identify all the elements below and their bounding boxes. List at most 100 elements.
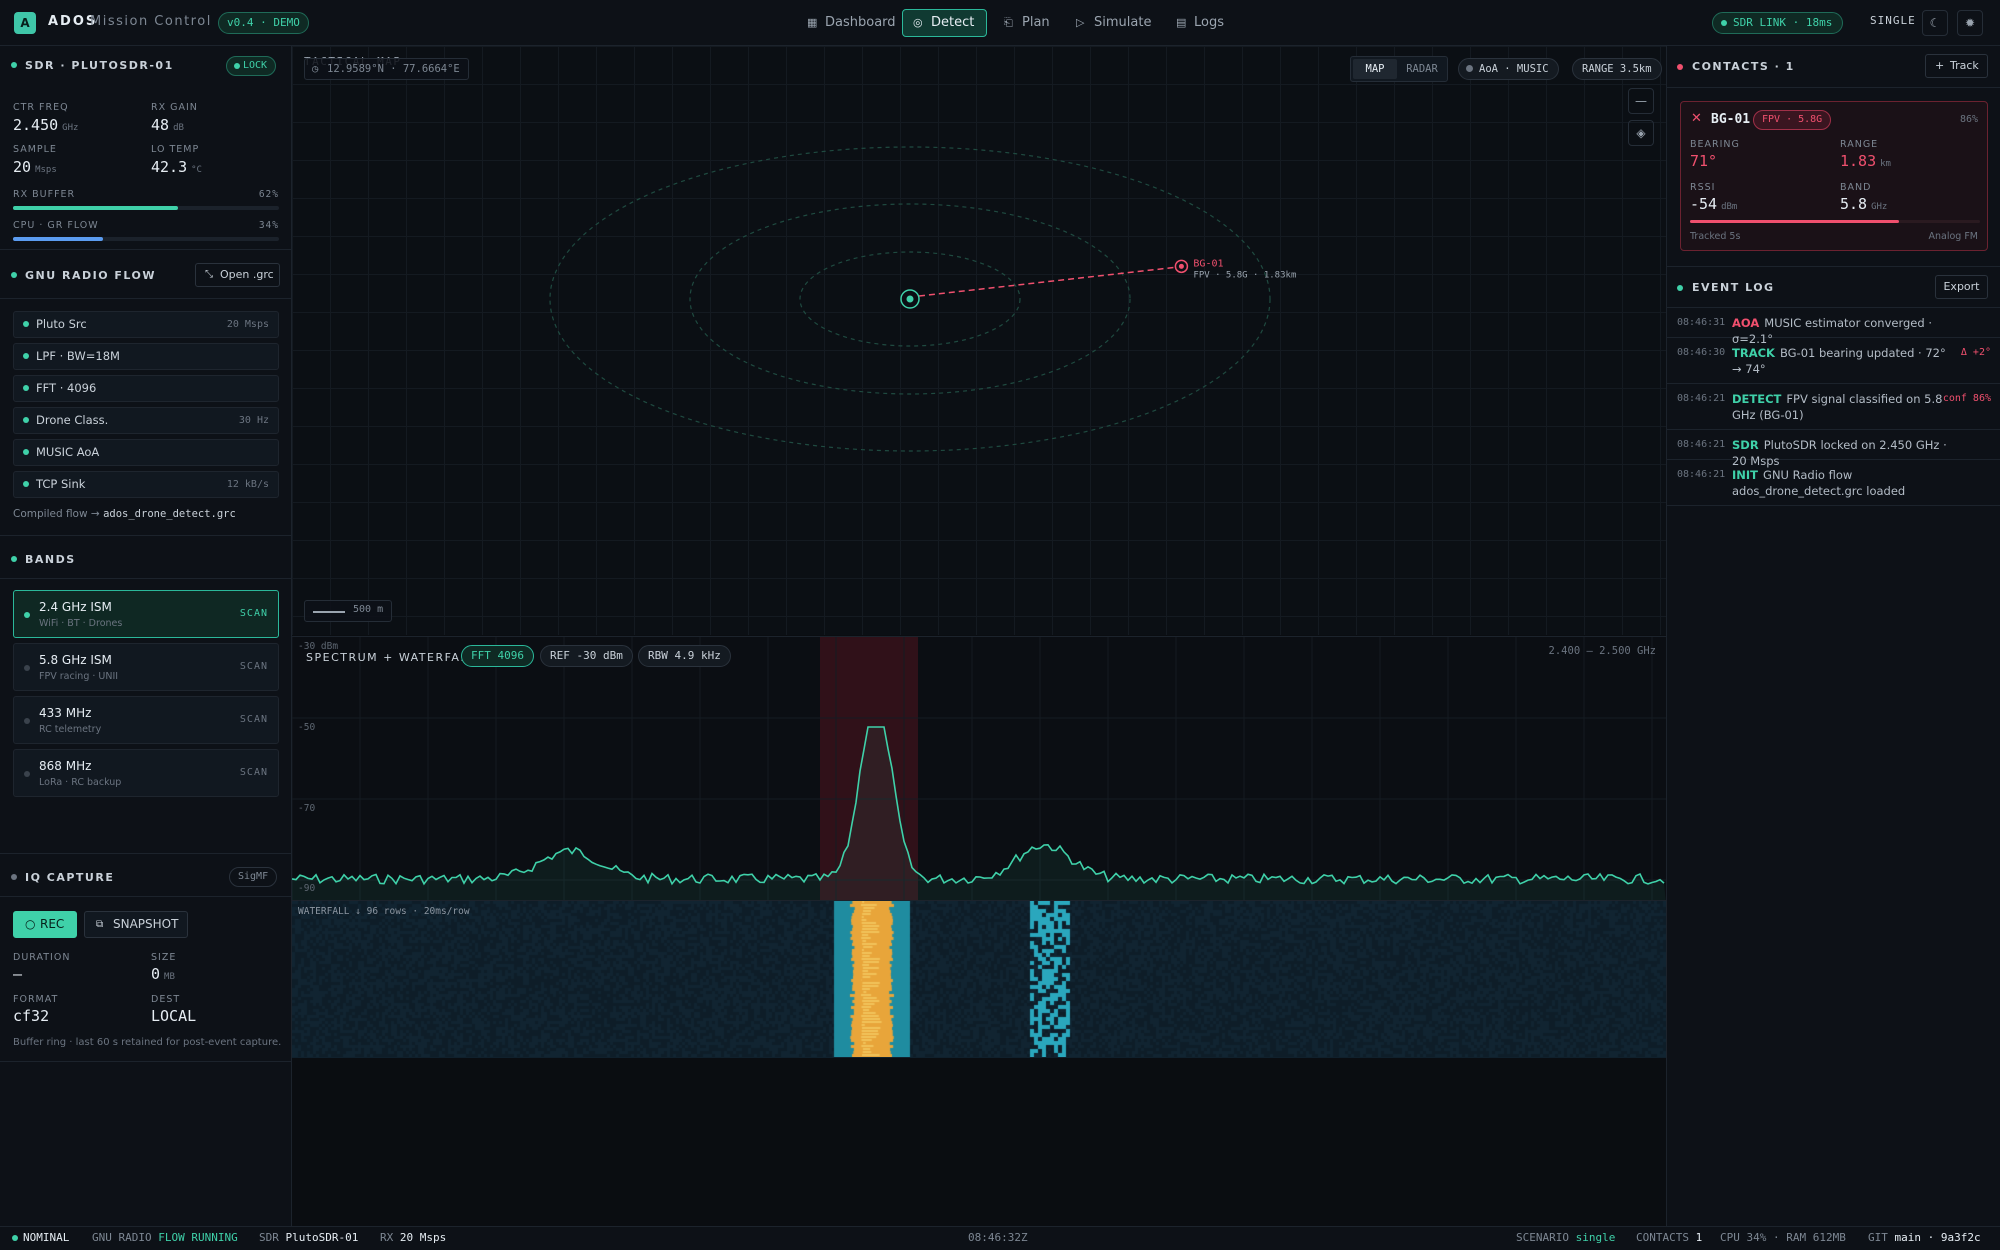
- nav-dashboard[interactable]: ▦ Dashboard: [797, 9, 908, 37]
- open-grc-button[interactable]: ⤡ Open .grc: [195, 263, 280, 287]
- theme-toggle-icon[interactable]: ☾: [1922, 10, 1948, 36]
- clock-icon: ◷: [312, 63, 319, 75]
- bands-title: BANDS: [25, 553, 76, 566]
- radar-view-button[interactable]: RADAR: [1406, 63, 1438, 75]
- map-view-button[interactable]: MAP: [1353, 59, 1397, 79]
- flow-status-dot: [11, 272, 17, 278]
- rx-buffer-pct: 62%: [258, 189, 279, 200]
- flow-node[interactable]: MUSIC AoA: [13, 439, 279, 466]
- waterfall-panel[interactable]: WATERFALL ↓ 96 rows · 20ms/row: [292, 900, 1666, 1058]
- logs-icon: ▤: [1176, 16, 1187, 29]
- coords-readout: ◷ 12.9589°N · 77.6664°E: [304, 58, 469, 80]
- scenario-status: SCENARIO single: [1516, 1231, 1616, 1244]
- waterfall-canvas: [292, 901, 1666, 1057]
- app-logo: A: [14, 12, 36, 34]
- sensor-dot: [906, 295, 914, 303]
- nav-label: Detect: [931, 15, 975, 30]
- signal-level-bar: [1690, 220, 1980, 223]
- flow-node[interactable]: TCP Sink 12 kB/s: [13, 471, 279, 498]
- rbw-chip[interactable]: RBW 4.9 kHz: [638, 645, 731, 667]
- duration-label: DURATION: [13, 952, 71, 963]
- band-label: BAND: [1840, 182, 1872, 193]
- lo-temp-value: 42.3 °C: [151, 158, 202, 176]
- event-row[interactable]: 08:46:21 INIT GNU Radio flow ados_drone_de…: [1667, 460, 2000, 506]
- flow-node[interactable]: Drone Class. 30 Hz: [13, 407, 279, 434]
- nav-detect[interactable]: ◎ Detect: [902, 9, 988, 37]
- dashboard-icon: ▦: [807, 16, 818, 29]
- sdr-section: SDR · PLUTOSDR-01 LOCK CTR FREQ 2.450 GHz…: [0, 46, 291, 250]
- nav-label: Simulate: [1094, 15, 1152, 30]
- fft-chip[interactable]: FFT 4096: [461, 645, 534, 667]
- range-chip[interactable]: RANGE 3.5km: [1572, 58, 1662, 80]
- detect-icon: ◎: [913, 16, 923, 29]
- bands-status-dot: [11, 556, 17, 562]
- track-button[interactable]: + Track: [1925, 54, 1988, 78]
- compiled-flow: Compiled flow → ados_drone_detect.grc: [13, 508, 236, 520]
- aoa-chip[interactable]: AoA · MUSIC: [1458, 58, 1559, 80]
- lo-temp-label: LO TEMP: [151, 144, 200, 155]
- resource-status: CPU 34% · RAM 612MB: [1720, 1231, 1846, 1244]
- ref-chip[interactable]: REF -30 dBm: [540, 645, 633, 667]
- range-label: RANGE: [1840, 139, 1879, 150]
- record-icon: ○: [25, 917, 36, 931]
- band-value: 5.8 GHz: [1840, 195, 1888, 213]
- nav-logs[interactable]: ▤ Logs: [1166, 9, 1236, 37]
- rx-status: RX 20 Msps: [380, 1231, 447, 1244]
- play-icon: ▷: [1076, 16, 1085, 29]
- nav-label: Plan: [1022, 15, 1050, 30]
- contact-id: BG-01: [1711, 112, 1751, 127]
- app-name: ADOS: [48, 14, 98, 29]
- bearing-line: [918, 266, 1176, 297]
- dest-label: DEST: [151, 994, 181, 1005]
- event-row[interactable]: 08:46:21 DETECT FPV signal classified on 5…: [1667, 384, 2000, 430]
- event-row[interactable]: 08:46:30 TRACK BG-01 bearing updated · 72°…: [1667, 338, 2000, 384]
- contact-label: BG-01: [1193, 258, 1223, 269]
- rx-buffer-bar: [13, 206, 279, 210]
- contacts-header: CONTACTS · 1 + Track: [1667, 46, 2000, 88]
- tactical-map[interactable]: TACTICAL MAP ◷12.9589°N · 77.6664°E MAP …: [292, 46, 1666, 635]
- zoom-out-icon[interactable]: —: [1628, 88, 1654, 114]
- band-item[interactable]: 433 MHz RC telemetry SCAN: [13, 696, 279, 744]
- flow-node[interactable]: LPF · BW=18M: [13, 343, 279, 370]
- bearing-label: BEARING: [1690, 139, 1740, 150]
- nav-simulate[interactable]: ▷ Simulate: [1066, 9, 1163, 37]
- ctr-freq-label: CTR FREQ: [13, 102, 69, 113]
- contacts-title: CONTACTS · 1: [1692, 60, 1795, 73]
- contacts-alert-dot: [1677, 64, 1683, 70]
- spectrum-panel[interactable]: -30 dBm -50 -70 -90 SPECTRUM + WATERFALL…: [292, 636, 1666, 906]
- flow-node[interactable]: Pluto Src 20 Msps: [13, 311, 279, 338]
- band-item[interactable]: 2.4 GHz ISM WiFi · BT · Drones SCAN: [13, 590, 279, 638]
- layers-icon[interactable]: ◈: [1628, 120, 1654, 146]
- git-status: GIT main · 9a3f2c: [1868, 1231, 1981, 1244]
- map-scale: 500 m: [304, 600, 392, 622]
- band-item[interactable]: 868 MHz LoRa · RC backup SCAN: [13, 749, 279, 797]
- mode-label[interactable]: SINGLE: [1870, 14, 1916, 27]
- left-panel: SDR · PLUTOSDR-01 LOCK CTR FREQ 2.450 GHz…: [0, 46, 292, 1226]
- event-status-dot: [1677, 285, 1683, 291]
- spectrum-trace: [292, 726, 1665, 886]
- utc-clock: 08:46:32Z: [968, 1231, 1028, 1244]
- event-row[interactable]: 08:46:31 AOA MUSIC estimator converged · σ…: [1667, 308, 2000, 346]
- nav-plan[interactable]: ⎗ Plan: [994, 9, 1062, 37]
- bands-section: BANDS 2.4 GHz ISM WiFi · BT · Drones SCAN …: [0, 536, 291, 854]
- event-row[interactable]: 08:46:21 SDR PlutoSDR locked on 2.450 GHz …: [1667, 430, 2000, 468]
- settings-icon[interactable]: ✹: [1957, 10, 1983, 36]
- contact-sublabel: FPV · 5.8G · 1.83km: [1193, 270, 1296, 280]
- right-panel: CONTACTS · 1 + Track ✕ BG-01 FPV · 5.8G 8…: [1666, 46, 2000, 1226]
- flow-node[interactable]: FFT · 4096: [13, 375, 279, 402]
- waterfall-label: WATERFALL ↓ 96 rows · 20ms/row: [298, 906, 470, 917]
- sdr-status: SDR PlutoSDR-01: [259, 1231, 359, 1244]
- rssi-value: -54 dBm: [1690, 195, 1738, 213]
- rec-button[interactable]: ○ REC: [13, 911, 77, 938]
- band-item[interactable]: 5.8 GHz ISM FPV racing · UNII SCAN: [13, 643, 279, 691]
- export-button[interactable]: Export: [1935, 275, 1988, 299]
- snapshot-button[interactable]: ⧉ SNAPSHOT: [84, 911, 188, 938]
- view-toggle: MAP RADAR: [1350, 56, 1448, 82]
- app-subtitle: Mission Control: [90, 14, 212, 29]
- duration-value: —: [13, 965, 23, 983]
- sigmf-badge: SigMF: [229, 867, 278, 887]
- contact-card[interactable]: ✕ BG-01 FPV · 5.8G 86% BEARING 71° RANGE…: [1680, 101, 1988, 251]
- nav-label: Logs: [1194, 15, 1224, 30]
- range-rings: [549, 146, 1271, 452]
- tick-label: -50: [298, 722, 316, 733]
